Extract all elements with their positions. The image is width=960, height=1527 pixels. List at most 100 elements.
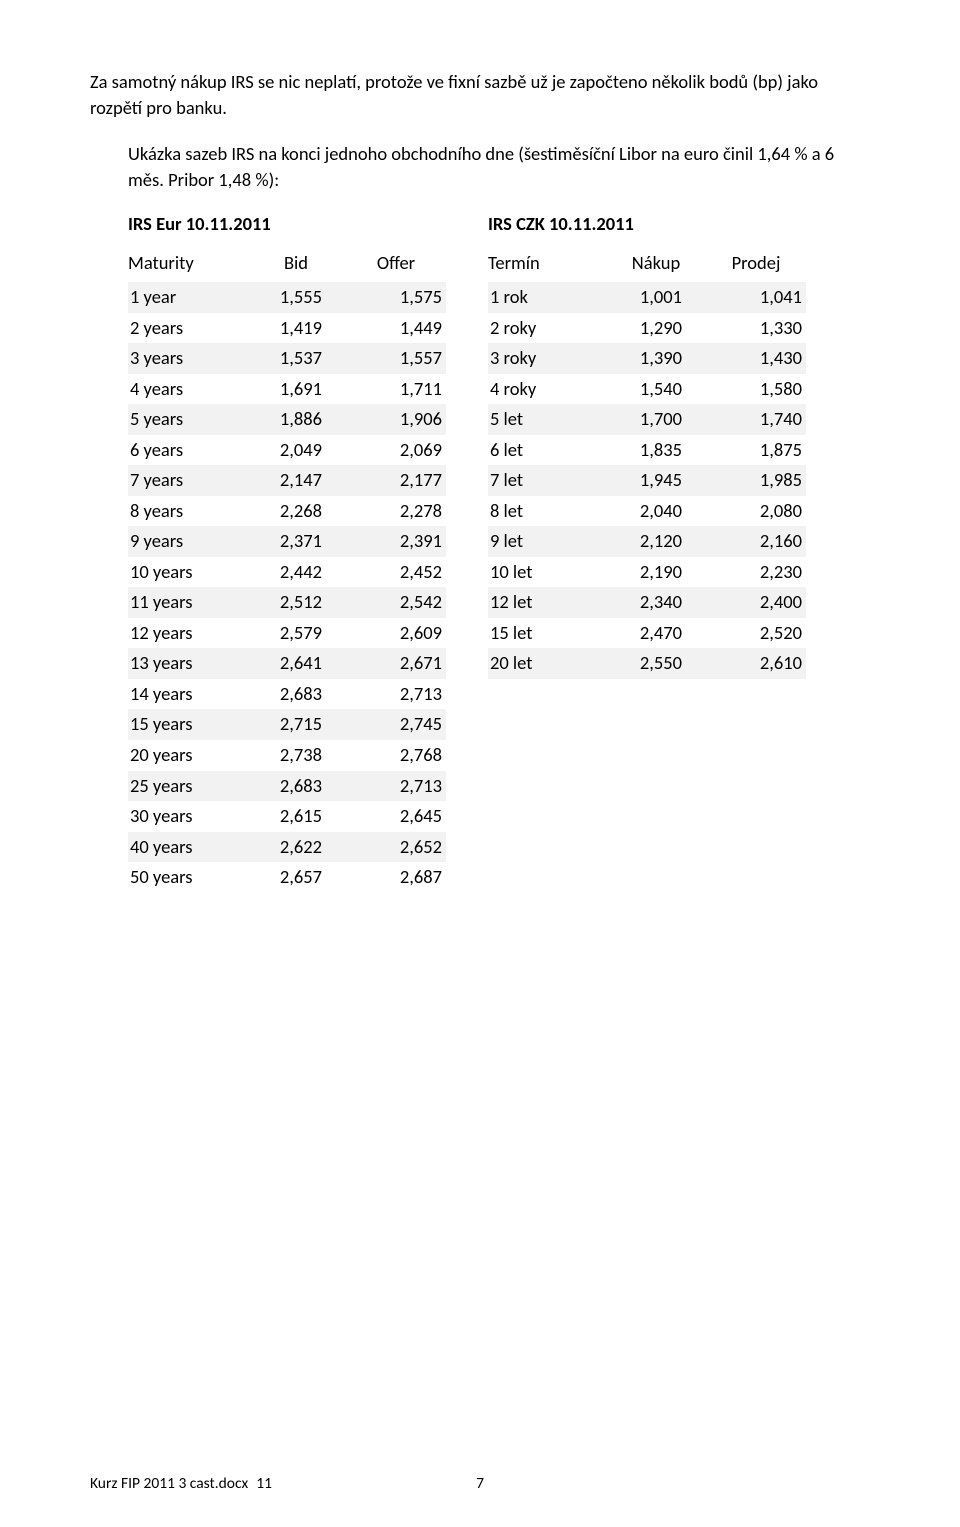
col-header-offer: Offer bbox=[346, 251, 446, 274]
footer-page-number: 7 bbox=[476, 1474, 484, 1493]
cell-bid: 2,512 bbox=[246, 587, 346, 618]
cell-offer: 2,687 bbox=[346, 862, 446, 893]
cell-maturity: 14 years bbox=[128, 679, 246, 710]
table-row: 40 years2,6222,652 bbox=[128, 832, 446, 863]
table-row: 1 rok1,0011,041 bbox=[488, 282, 806, 313]
cell-maturity: 15 years bbox=[128, 709, 246, 740]
cell-bid: 2,738 bbox=[246, 740, 346, 771]
table-row: 20 years2,7382,768 bbox=[128, 740, 446, 771]
table-row: 7 let1,9451,985 bbox=[488, 465, 806, 496]
cell-bid: 1,886 bbox=[246, 404, 346, 435]
cell-offer: 2,452 bbox=[346, 557, 446, 588]
table-row: 25 years2,6832,713 bbox=[128, 771, 446, 802]
cell-bid: 2,268 bbox=[246, 496, 346, 527]
cell-maturity: 2 roky bbox=[488, 313, 606, 344]
cell-offer: 1,985 bbox=[706, 465, 806, 496]
cell-bid: 1,691 bbox=[246, 374, 346, 405]
table-row: 6 let1,8351,875 bbox=[488, 435, 806, 466]
table-row: 10 years2,4422,452 bbox=[128, 557, 446, 588]
table-row: 11 years2,5122,542 bbox=[128, 587, 446, 618]
table-row: 2 roky1,2901,330 bbox=[488, 313, 806, 344]
cell-maturity: 8 years bbox=[128, 496, 246, 527]
cell-maturity: 7 let bbox=[488, 465, 606, 496]
cell-offer: 2,671 bbox=[346, 648, 446, 679]
cell-bid: 1,945 bbox=[606, 465, 706, 496]
footer-revision: 11 bbox=[256, 1474, 272, 1493]
table-row: 6 years2,0492,069 bbox=[128, 435, 446, 466]
table-eur-header: Maturity Bid Offer bbox=[128, 251, 446, 274]
cell-offer: 2,391 bbox=[346, 526, 446, 557]
cell-maturity: 5 years bbox=[128, 404, 246, 435]
table-row: 12 let2,3402,400 bbox=[488, 587, 806, 618]
cell-offer: 2,713 bbox=[346, 771, 446, 802]
cell-maturity: 11 years bbox=[128, 587, 246, 618]
table-row: 1 year1,5551,575 bbox=[128, 282, 446, 313]
cell-offer: 2,745 bbox=[346, 709, 446, 740]
cell-offer: 2,645 bbox=[346, 801, 446, 832]
cell-offer: 2,768 bbox=[346, 740, 446, 771]
cell-offer: 2,069 bbox=[346, 435, 446, 466]
table-row: 5 years1,8861,906 bbox=[128, 404, 446, 435]
cell-maturity: 6 years bbox=[128, 435, 246, 466]
cell-bid: 1,537 bbox=[246, 343, 346, 374]
table-row: 3 roky1,3901,430 bbox=[488, 343, 806, 374]
cell-bid: 1,419 bbox=[246, 313, 346, 344]
cell-bid: 2,683 bbox=[246, 771, 346, 802]
table-row: 4 roky1,5401,580 bbox=[488, 374, 806, 405]
cell-bid: 2,579 bbox=[246, 618, 346, 649]
intro-paragraph-2: Ukázka sazeb IRS na konci jednoho obchod… bbox=[128, 141, 870, 195]
cell-bid: 2,120 bbox=[606, 526, 706, 557]
cell-offer: 2,542 bbox=[346, 587, 446, 618]
cell-maturity: 4 roky bbox=[488, 374, 606, 405]
cell-maturity: 6 let bbox=[488, 435, 606, 466]
table-row: 4 years1,6911,711 bbox=[128, 374, 446, 405]
cell-bid: 2,641 bbox=[246, 648, 346, 679]
cell-maturity: 8 let bbox=[488, 496, 606, 527]
table-row: 8 years2,2682,278 bbox=[128, 496, 446, 527]
footer-filename: Kurz FIP 2011 3 cast.docx bbox=[90, 1474, 248, 1493]
cell-maturity: 13 years bbox=[128, 648, 246, 679]
cell-bid: 2,442 bbox=[246, 557, 346, 588]
cell-bid: 2,040 bbox=[606, 496, 706, 527]
table-eur-body: 1 year1,5551,5752 years1,4191,4493 years… bbox=[128, 282, 446, 892]
col-header-maturity: Maturity bbox=[128, 251, 246, 274]
cell-offer: 1,430 bbox=[706, 343, 806, 374]
table-irs-czk: IRS CZK 10.11.2011 Termín Nákup Prodej 1… bbox=[488, 212, 806, 892]
cell-maturity: 20 years bbox=[128, 740, 246, 771]
cell-maturity: 40 years bbox=[128, 832, 246, 863]
cell-bid: 2,622 bbox=[246, 832, 346, 863]
cell-maturity: 3 roky bbox=[488, 343, 606, 374]
cell-bid: 2,049 bbox=[246, 435, 346, 466]
table-row: 15 let2,4702,520 bbox=[488, 618, 806, 649]
col-header-termin: Termín bbox=[488, 251, 606, 274]
table-row: 10 let2,1902,230 bbox=[488, 557, 806, 588]
table-row: 50 years2,6572,687 bbox=[128, 862, 446, 893]
table-czk-title: IRS CZK 10.11.2011 bbox=[488, 212, 806, 235]
table-row: 15 years2,7152,745 bbox=[128, 709, 446, 740]
table-eur-title: IRS Eur 10.11.2011 bbox=[128, 212, 446, 235]
cell-bid: 1,290 bbox=[606, 313, 706, 344]
col-header-bid: Bid bbox=[246, 251, 346, 274]
cell-maturity: 1 rok bbox=[488, 282, 606, 313]
table-row: 8 let2,0402,080 bbox=[488, 496, 806, 527]
cell-bid: 1,001 bbox=[606, 282, 706, 313]
cell-offer: 1,449 bbox=[346, 313, 446, 344]
cell-bid: 2,190 bbox=[606, 557, 706, 588]
cell-offer: 1,906 bbox=[346, 404, 446, 435]
cell-offer: 1,875 bbox=[706, 435, 806, 466]
table-row: 14 years2,6832,713 bbox=[128, 679, 446, 710]
page-footer: Kurz FIP 2011 3 cast.docx 11 7 bbox=[90, 1474, 870, 1493]
cell-bid: 1,835 bbox=[606, 435, 706, 466]
cell-bid: 2,340 bbox=[606, 587, 706, 618]
cell-offer: 1,580 bbox=[706, 374, 806, 405]
cell-bid: 2,470 bbox=[606, 618, 706, 649]
cell-offer: 2,610 bbox=[706, 648, 806, 679]
intro-paragraph-1: Za samotný nákup IRS se nic neplatí, pro… bbox=[90, 69, 870, 123]
cell-maturity: 7 years bbox=[128, 465, 246, 496]
cell-offer: 2,609 bbox=[346, 618, 446, 649]
cell-offer: 1,557 bbox=[346, 343, 446, 374]
col-header-nakup: Nákup bbox=[606, 251, 706, 274]
cell-maturity: 9 years bbox=[128, 526, 246, 557]
cell-bid: 2,657 bbox=[246, 862, 346, 893]
table-row: 7 years2,1472,177 bbox=[128, 465, 446, 496]
